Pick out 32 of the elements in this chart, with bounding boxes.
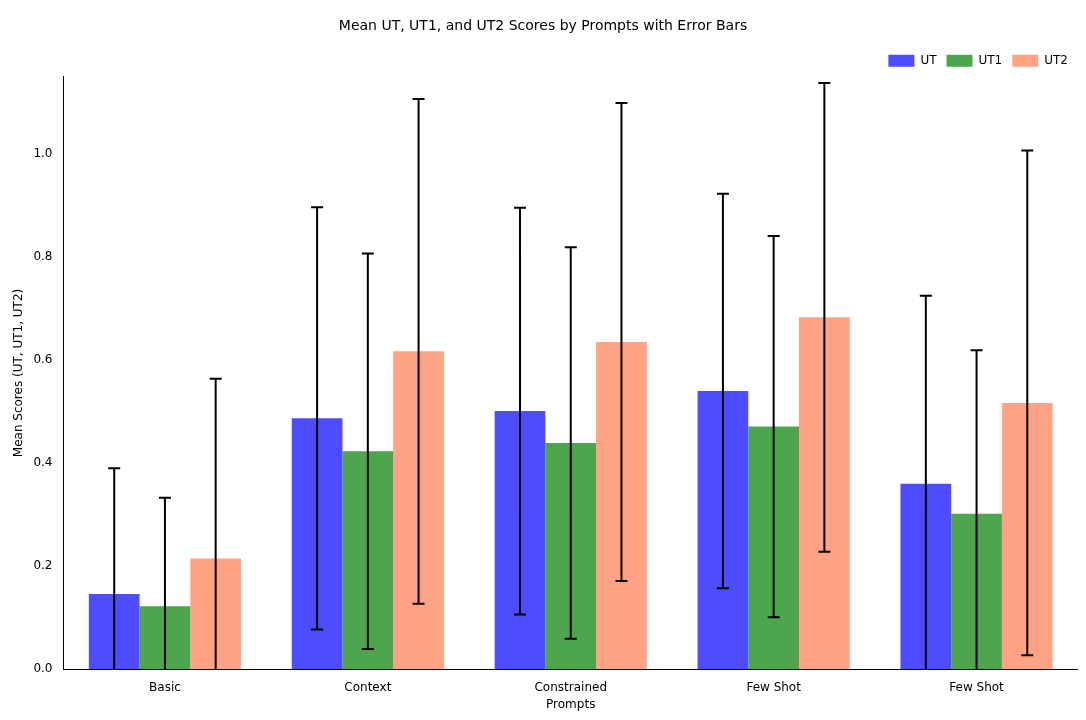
bar — [951, 513, 1002, 670]
y-tick-label: 0.4 — [33, 455, 53, 470]
x-tick-label: Context — [344, 679, 392, 694]
y-tick-label: 0.6 — [33, 352, 53, 367]
bar — [748, 426, 800, 670]
bar — [88, 593, 140, 670]
legend-label: UT — [920, 52, 938, 67]
x-axis-title: Prompts — [546, 696, 596, 711]
bar — [139, 606, 191, 670]
x-tick-label: Basic — [149, 679, 181, 694]
y-tick-label: 1.0 — [33, 146, 53, 161]
bar — [596, 342, 647, 670]
bar — [545, 443, 597, 670]
y-tick-label: 0.8 — [33, 249, 53, 264]
y-tick-label: 0.0 — [33, 661, 53, 676]
bar — [1001, 402, 1053, 670]
x-tick-label: Constrained — [534, 679, 607, 694]
bar — [190, 558, 242, 670]
bar — [342, 451, 394, 670]
legend-label: UT1 — [978, 52, 1003, 67]
legend-label: UT2 — [1044, 52, 1068, 67]
y-axis-title: Mean Scores (UT, UT1, UT2) — [11, 288, 26, 458]
bar — [393, 351, 444, 670]
bar — [799, 317, 850, 670]
bar — [697, 391, 749, 670]
bar — [494, 411, 546, 670]
bar — [900, 483, 952, 670]
x-tick-label: Few Shot — [746, 679, 802, 694]
x-tick-label: Few Shot — [949, 679, 1005, 694]
chart-title: Mean UT, UT1, and UT2 Scores by Prompts with Error Bars — [338, 17, 748, 34]
bar — [291, 418, 343, 670]
y-tick-label: 0.2 — [33, 558, 53, 573]
